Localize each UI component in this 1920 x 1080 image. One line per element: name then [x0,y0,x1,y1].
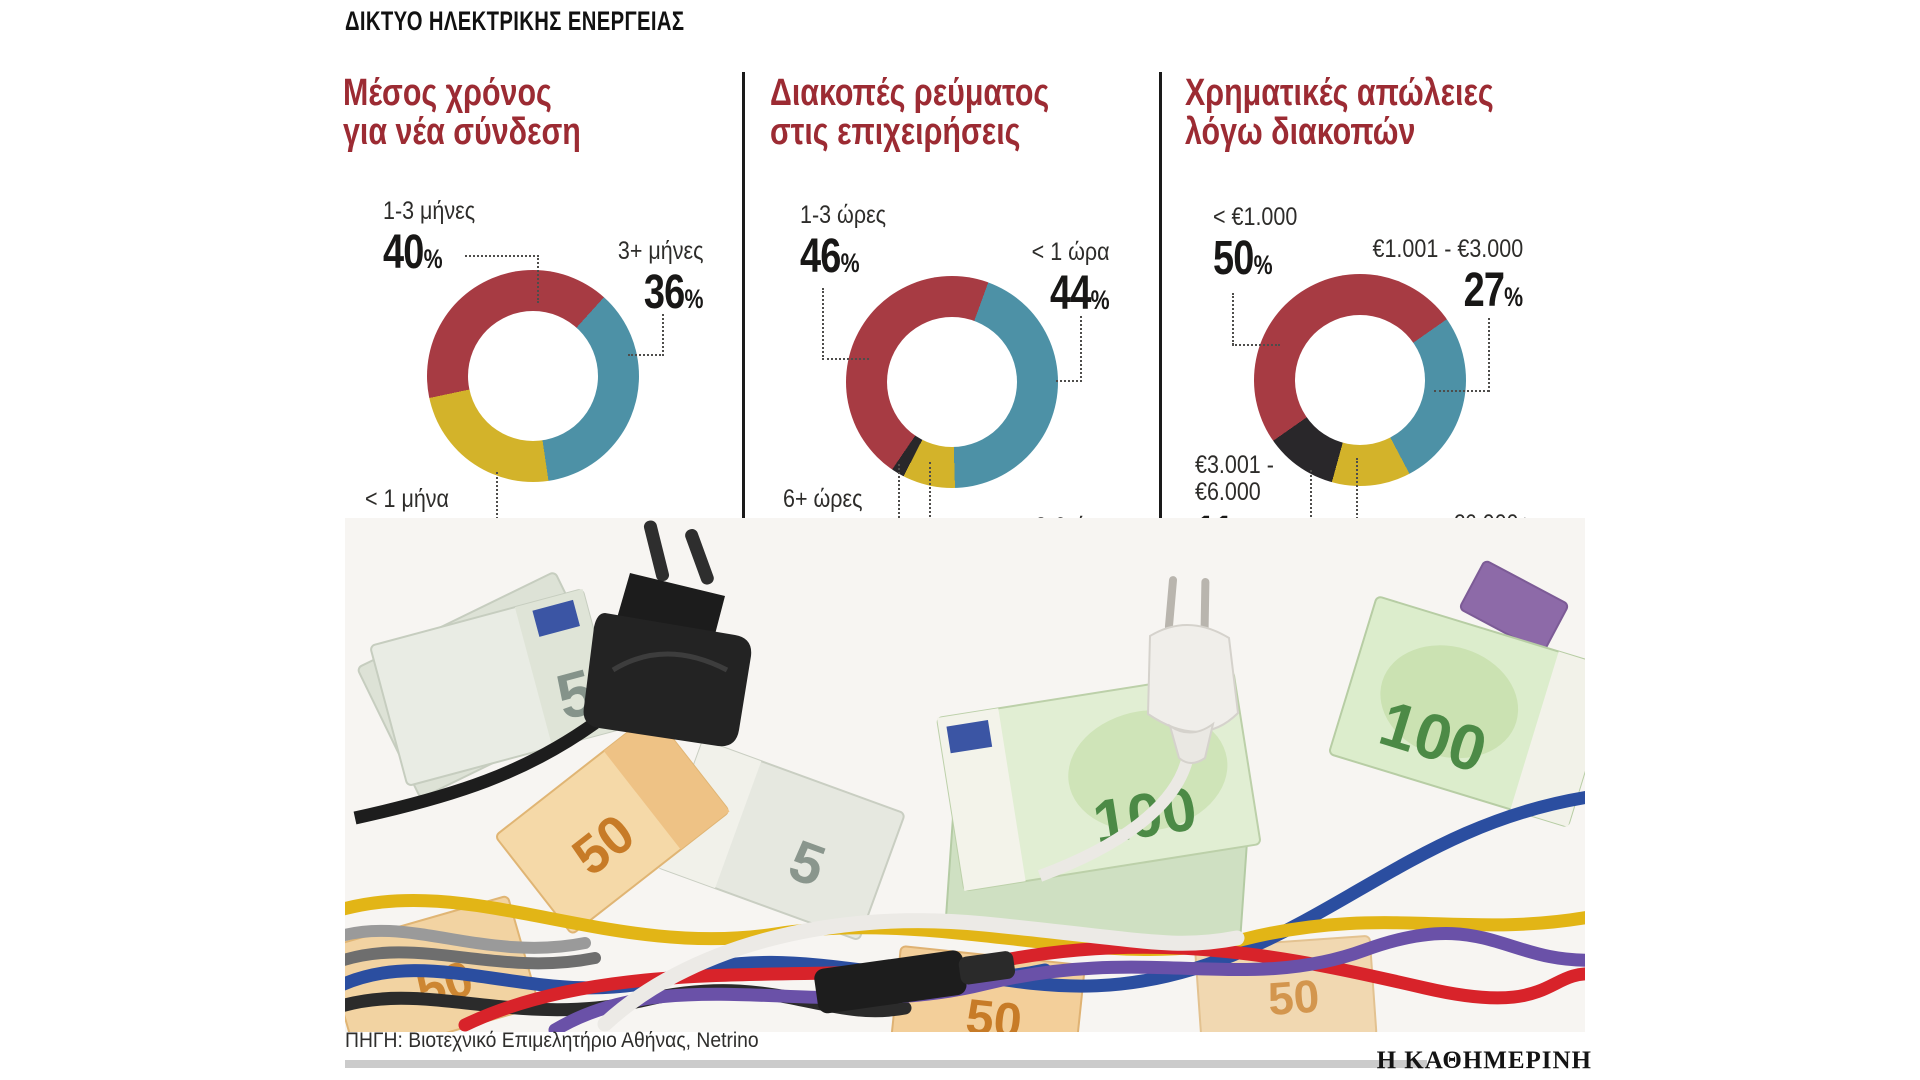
white-plug-cord [1037,754,1194,882]
chart3-label-1001-3000: €1.001 - €3.000 27% [1348,236,1523,319]
callout-line [628,354,664,356]
callout-line [496,472,498,543]
segment-label: < €1.000 [1213,203,1298,231]
plug-prong [685,529,714,585]
gray-cable [345,946,601,970]
footer-divider-bar [345,1060,1427,1068]
chart3-title: Χρηματικές απώλειες λόγω διακοπών [1185,74,1494,152]
segment-value: 46% [800,230,860,283]
eu-flag [946,720,993,754]
column-divider [1159,72,1162,544]
chart1-title: Μέσος χρόνος για νέα σύνδεση [343,74,581,152]
segment-label: 6+ ώρες [783,485,863,513]
chart2-label-1-3-hours: 1-3 ώρες 46% [800,202,900,285]
eu-flag [532,599,580,637]
callout-line [929,462,931,569]
callout-line [1080,316,1082,382]
chart2-title-line1: Διακοπές ρεύματος [770,72,1050,114]
page-title: ΔΙΚΤΥΟ ΗΛΕΚΤΡΙΚΗΣ ΕΝΕΡΓΕΙΑΣ [345,6,685,36]
cable-tangle [345,791,1585,1032]
column-divider [742,72,745,544]
chart1-title-line2: για νέα σύνδεση [343,111,581,153]
black-adapter-plug [353,520,752,825]
chart1-label-3plus-months: 3+ μήνες 36% [604,238,703,321]
callout-line [1434,390,1489,392]
donut-chart-money-losses [1254,274,1466,486]
segment-label: €1.001 - €3.000 [1372,235,1523,263]
chart2-title-line2: στις επιχειρήσεις [770,111,1021,153]
callout-line [662,314,664,356]
chart3-title-line2: λόγω διακοπών [1185,111,1416,153]
callout-line [822,288,824,360]
newspaper-logo: Η ΚΑΘΗΜΕΡΙΝΗ [1376,1047,1592,1074]
black-connector [814,950,1016,1014]
segment-value: 50% [1213,232,1273,285]
callout-line [1488,318,1490,392]
chart1-label-1-3-months: 1-3 μήνες 40% [383,198,490,281]
callout-line [537,255,539,303]
chart2-label-under-1-hour: < 1 ώρα 44% [1019,239,1110,322]
gray-cable [345,924,591,954]
segment-value: 27% [1463,264,1523,317]
note-denomination: 50 [1266,970,1321,1025]
donut-chart-new-connection-time [427,270,639,482]
segment-label: < 1 μήνα [365,485,449,513]
segment-label: 1-3 ώρες [800,201,887,229]
black-plug-cord [353,717,599,825]
donut-chart-outage-duration [846,276,1058,488]
chart2-title: Διακοπές ρεύματος στις επιχειρήσεις [770,74,1049,152]
source-credit: ΠΗΓΗ: Βιοτεχνικό Επιμελητήριο Αθήνας, Ne… [345,1029,759,1052]
segment-value: 44% [1050,267,1110,320]
chart3-title-line1: Χρηματικές απώλειες [1185,72,1494,114]
segment-label: €3.001 - [1195,451,1274,479]
callout-line [1232,293,1234,345]
plug-prong [643,520,670,582]
plug-prong [1200,578,1210,633]
banknote-50-euro: 50 [496,712,730,934]
yellow-cable [345,894,1585,956]
callout-line [1310,470,1312,537]
banknote-100-euro-right: 100 [1329,596,1585,827]
callout-line [1356,458,1358,567]
banknote-500-corner [1459,560,1569,653]
segment-value: 36% [643,266,703,319]
plug-prong [1164,576,1178,631]
chart3-label-under-1000: < €1.000 50% [1213,204,1311,287]
callout-line [1232,344,1280,346]
segment-label: 1-3 μήνες [383,197,476,225]
purple-cable [548,926,1585,1032]
white-cable [597,913,1245,1032]
segment-value: 40% [383,226,443,279]
segment-label: 3+ μήνες [617,237,703,265]
callout-line [822,358,869,360]
segment-label: < 1 ώρα [1032,238,1110,266]
photo-money-and-cables: 5 5 50 50 100 [345,518,1585,1032]
segment-label: €6.000 [1195,478,1261,506]
white-euro-plug [1037,576,1240,882]
chart1-title-line1: Μέσος χρόνος [343,72,552,114]
callout-line [1056,380,1082,382]
note-denomination: 50 [963,988,1024,1032]
callout-line [898,464,900,538]
callout-line [465,255,539,257]
